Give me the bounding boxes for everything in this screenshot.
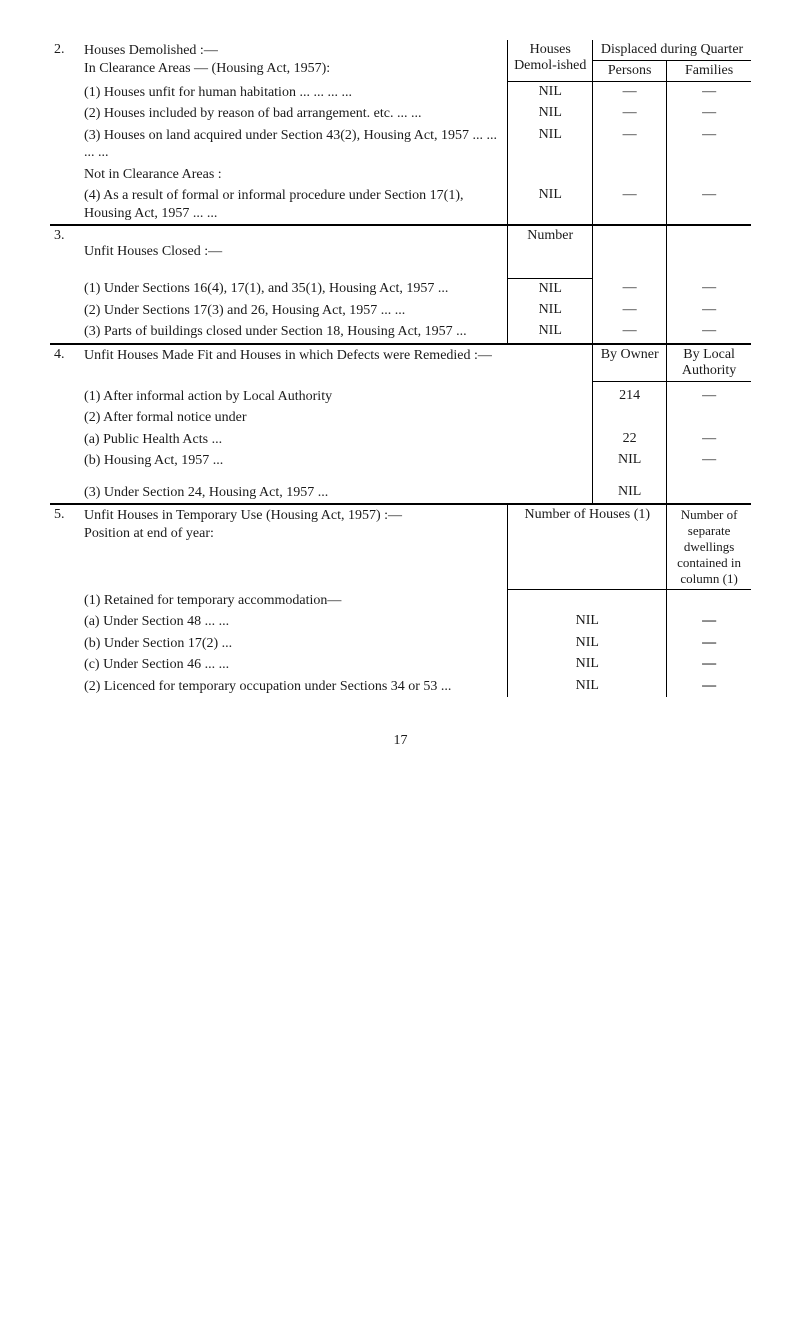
section-2-title: Houses Demolished :— In Clearance Areas …: [80, 40, 508, 82]
s5-item1c-val: NIL: [508, 654, 667, 676]
s3-item2: (2) Under Sections 17(3) and 26, Housing…: [80, 300, 508, 322]
section-4-title: Unfit Houses Made Fit and Houses in whic…: [80, 344, 593, 386]
s5-item1a: (a) Under Section 48 ... ...: [80, 611, 508, 633]
s2-item1-families: —: [667, 82, 751, 104]
header-displaced: Displaced during Quarter: [593, 40, 751, 61]
header-persons: Persons: [593, 61, 667, 82]
s5-item2-sep: —: [667, 676, 751, 698]
page-number: 17: [50, 733, 751, 749]
s2-item4-families: —: [667, 185, 751, 225]
s2-item1: (1) Houses unfit for human habitation ..…: [80, 82, 508, 104]
s2-item1-val: NIL: [508, 82, 593, 104]
header-families: Families: [667, 61, 751, 82]
s3-item2-val: NIL: [508, 300, 593, 322]
s2-item4-val: NIL: [508, 185, 593, 225]
section-5-number: 5.: [50, 504, 80, 590]
s2-item3: (3) Houses on land acquired under Sectio…: [80, 125, 508, 164]
s3-item1-f: —: [667, 278, 751, 300]
s2-item1-persons: —: [593, 82, 667, 104]
s4-item2a-auth: —: [667, 429, 751, 451]
s5-item1: (1) Retained for temporary accommodation…: [80, 590, 508, 612]
s3-item3-f: —: [667, 321, 751, 344]
s2-item2-val: NIL: [508, 103, 593, 125]
s5-item1b-val: NIL: [508, 633, 667, 655]
s5-item1b-sep: —: [667, 633, 751, 655]
s4-item2b-auth: —: [667, 450, 751, 472]
s3-item3-p: —: [593, 321, 667, 344]
section-5-title-block: Unfit Houses in Temporary Use (Housing A…: [80, 504, 508, 590]
s4-item1-auth: —: [667, 386, 751, 408]
s3-item3-val: NIL: [508, 321, 593, 344]
s4-item3-auth: [667, 482, 751, 505]
s3-item1-val: NIL: [508, 278, 593, 300]
s3-item3: (3) Parts of buildings closed under Sect…: [80, 321, 508, 344]
s2-item4: (4) As a result of formal or informal pr…: [80, 185, 508, 225]
s4-item3: (3) Under Section 24, Housing Act, 1957 …: [80, 482, 593, 505]
s4-item3-owner: NIL: [593, 482, 667, 505]
header-by-authority: By Local Authority: [667, 344, 751, 382]
s3-item2-p: —: [593, 300, 667, 322]
s5-item1a-val: NIL: [508, 611, 667, 633]
s4-item2b: (b) Housing Act, 1957 ...: [80, 450, 593, 472]
s5-item1c: (c) Under Section 46 ... ...: [80, 654, 508, 676]
s5-item2: (2) Licenced for temporary occupation un…: [80, 676, 508, 698]
s2-item2-persons: —: [593, 103, 667, 125]
document-table: 2. Houses Demolished :— In Clearance Are…: [50, 40, 751, 697]
s4-item2b-owner: NIL: [593, 450, 667, 472]
header-sep-dwellings: Number of separate dwellings contained i…: [667, 504, 751, 590]
s2-item2-families: —: [667, 103, 751, 125]
s4-item1: (1) After informal action by Local Autho…: [80, 386, 593, 408]
s2-item4-persons: —: [593, 185, 667, 225]
s2-item3-persons: —: [593, 125, 667, 164]
s3-item2-f: —: [667, 300, 751, 322]
s5-item2-val: NIL: [508, 676, 667, 698]
s5-item1b: (b) Under Section 17(2) ...: [80, 633, 508, 655]
header-by-owner: By Owner: [593, 344, 667, 382]
s3-item1-p: —: [593, 278, 667, 300]
s5-item1c-sep: —: [667, 654, 751, 676]
header-number: Number: [508, 225, 593, 278]
s4-item1-owner: 214: [593, 386, 667, 408]
s5-item1a-sep: —: [667, 611, 751, 633]
s4-item2a: (a) Public Health Acts ...: [80, 429, 593, 451]
header-houses-demolished: Houses Demol-ished: [508, 40, 593, 82]
section-2-number: 2.: [50, 40, 80, 82]
s4-item2a-owner: 22: [593, 429, 667, 451]
section-3-number: 3.: [50, 225, 80, 278]
section-4-number: 4.: [50, 344, 80, 386]
s2-not-in: Not in Clearance Areas :: [80, 164, 508, 186]
s2-item2: (2) Houses included by reason of bad arr…: [80, 103, 508, 125]
s2-item3-families: —: [667, 125, 751, 164]
header-num-houses: Number of Houses (1): [508, 504, 667, 590]
section-3-title: Unfit Houses Closed :—: [80, 225, 508, 278]
s3-item1: (1) Under Sections 16(4), 17(1), and 35(…: [80, 278, 508, 300]
s2-item3-val: NIL: [508, 125, 593, 164]
s4-item2: (2) After formal notice under: [80, 407, 593, 429]
